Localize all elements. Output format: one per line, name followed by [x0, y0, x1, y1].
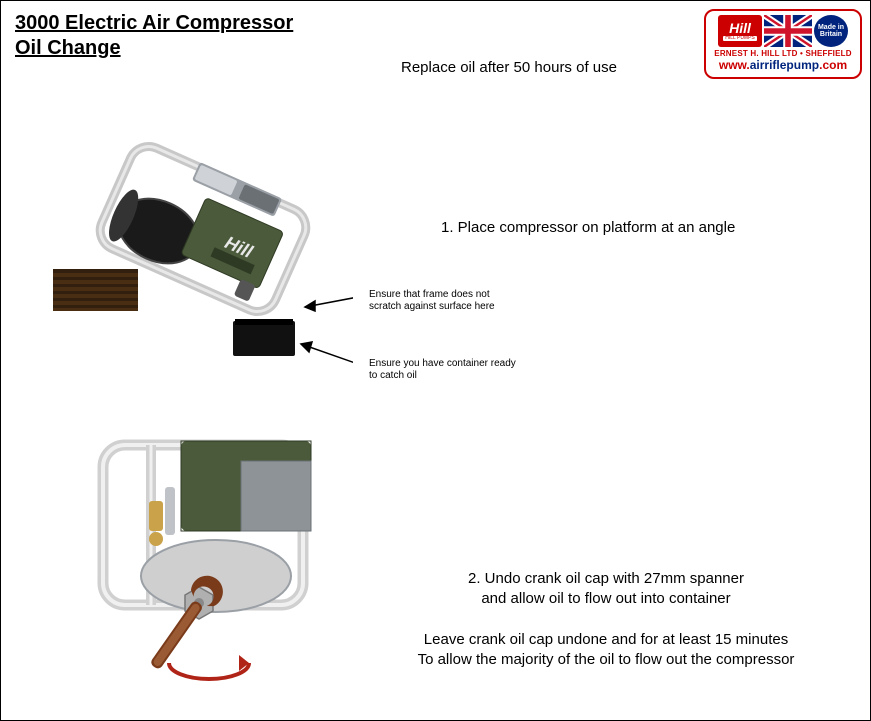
step2-body: Leave crank oil cap undone and for at le…: [418, 631, 795, 668]
step2-illustration: [91, 431, 321, 691]
made-in-britain-badge: Made in Britain: [814, 15, 848, 47]
brand-url-mid: airriflepump: [750, 58, 819, 72]
hill-pumps-logo: Hill HILL PUMPS: [718, 15, 762, 47]
step2-instruction: 2. Undo crank oil cap with 27mm spanner …: [376, 569, 836, 670]
step2-heading: 2. Undo crank oil cap with 27mm spanner …: [468, 570, 744, 607]
brand-company-line: ERNEST H. HILL LTD • SHEFFIELD: [710, 49, 856, 58]
step1-callout-frame: Ensure that frame does not scratch again…: [369, 289, 519, 313]
step1-illustration: Hill: [53, 119, 353, 389]
step1-instruction: 1. Place compressor on platform at an an…: [441, 219, 735, 236]
union-jack-icon: [764, 15, 812, 47]
brand-url: www.airriflepump.com: [710, 58, 856, 72]
instruction-page: 3000 Electric Air Compressor Oil Change …: [0, 0, 871, 721]
step1-callout-container: Ensure you have container ready to catch…: [369, 358, 519, 382]
brand-logo-box: Hill HILL PUMPS Made in Britain ERNES: [704, 9, 862, 79]
page-subtitle: Replace oil after 50 hours of use: [401, 59, 617, 76]
hill-logo-text: Hill: [729, 21, 751, 35]
britain-line1: Made in: [818, 24, 844, 31]
britain-line2: Britain: [820, 31, 842, 38]
hill-logo-subtext: HILL PUMPS: [723, 36, 757, 41]
brand-url-www: www.: [719, 58, 750, 72]
title-line1: 3000 Electric Air Compressor: [15, 12, 293, 34]
brand-url-com: .com: [819, 58, 847, 72]
brand-logo-top: Hill HILL PUMPS Made in Britain: [710, 15, 856, 47]
title-line2: Oil Change: [15, 37, 121, 59]
page-title: 3000 Electric Air Compressor Oil Change: [15, 11, 293, 61]
